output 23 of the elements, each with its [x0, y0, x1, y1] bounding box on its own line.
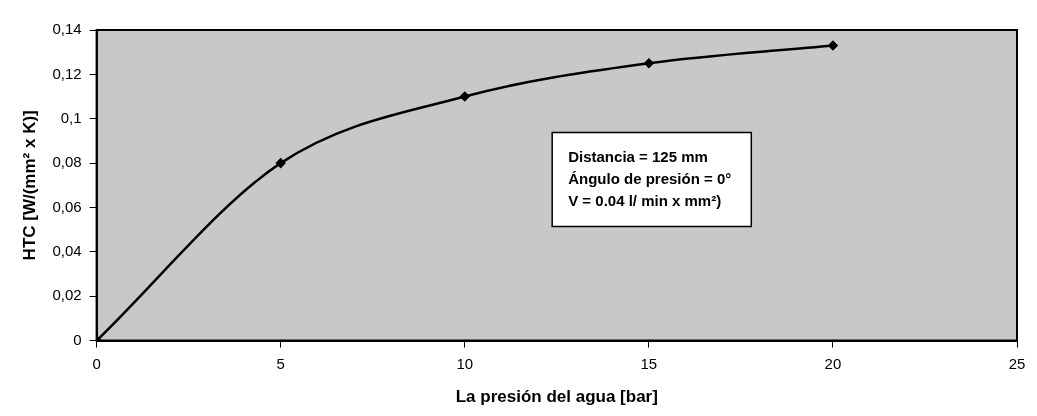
y-tick-label: 0,1: [60, 108, 82, 126]
y-tick-label: 0,08: [52, 153, 82, 171]
point: [275, 158, 286, 168]
point: [828, 40, 838, 51]
point: [644, 58, 654, 69]
x-tick-label: 10: [456, 354, 474, 372]
x-tick-label: 5: [276, 354, 285, 372]
x-axis-title: La presión del agua [bar]: [455, 387, 658, 407]
point: [460, 91, 470, 102]
annotation: Ángulo de presión = 0°: [568, 169, 732, 187]
annotation: Distancia = 125 mm: [568, 147, 708, 165]
y-tick-label: 0,14: [52, 20, 82, 38]
x-tick-label: 0: [92, 354, 101, 372]
y-tick-label: 0,12: [52, 64, 82, 82]
y-axis-title: HTC [W/(mm² x K)]: [19, 110, 39, 261]
annotation: V = 0.04 l/ min x mm²): [568, 191, 722, 209]
y-tick-label: 0: [73, 330, 82, 348]
y-tick-label: 0,02: [52, 286, 82, 304]
x-tick-label: 20: [824, 354, 842, 372]
y-tick-label: 0,04: [52, 242, 82, 259]
x-tick-label: 25: [1008, 354, 1026, 372]
x-tick-label: 15: [640, 354, 658, 372]
y-tick-label: 0,06: [52, 197, 82, 215]
